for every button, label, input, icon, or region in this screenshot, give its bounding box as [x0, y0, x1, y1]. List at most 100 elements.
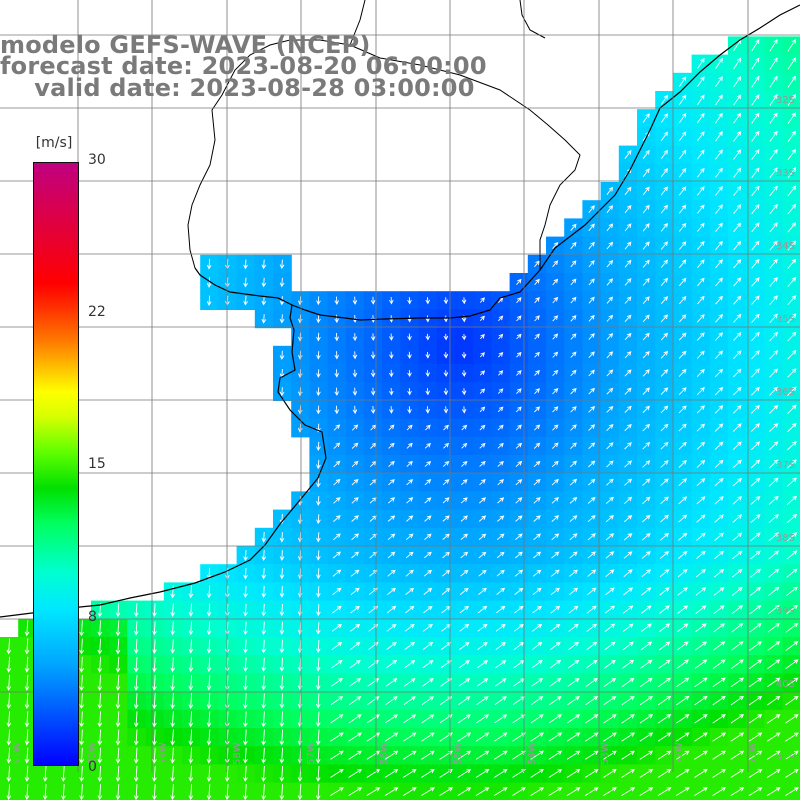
- wind-arrow: [206, 765, 212, 782]
- wind-arrow: [495, 623, 506, 632]
- wind-arrow: [133, 729, 139, 746]
- wind-arrow: [478, 533, 487, 540]
- wind-arrow: [552, 241, 559, 249]
- wind-arrow: [588, 333, 595, 340]
- wind-arrow: [714, 514, 724, 523]
- longitude-label: 51W: [748, 742, 759, 765]
- wind-arrow: [402, 768, 417, 778]
- wind-arrow: [188, 765, 194, 782]
- wind-arrow: [551, 551, 560, 559]
- wind-arrow: [787, 222, 797, 233]
- wind-arrow: [750, 441, 761, 451]
- wind-arrow: [678, 76, 687, 87]
- wind-arrow: [678, 314, 687, 323]
- wind-arrow: [533, 551, 542, 559]
- wind-arrow: [697, 57, 705, 69]
- wind-arrow: [24, 711, 30, 728]
- wind-arrow: [715, 204, 723, 214]
- wind-arrow: [677, 623, 689, 633]
- wind-arrow: [551, 569, 560, 577]
- wind-arrow: [534, 296, 540, 304]
- wind-arrow: [570, 442, 577, 450]
- wind-arrow: [585, 659, 598, 669]
- wind-arrow: [461, 442, 468, 449]
- wind-arrow: [115, 747, 121, 764]
- wind-arrow: [715, 149, 723, 160]
- wind-arrow: [768, 459, 779, 469]
- longitude-label: 58W: [232, 742, 243, 765]
- wind-arrow: [715, 332, 724, 341]
- wind-arrow: [733, 185, 742, 196]
- wind-arrow: [475, 787, 490, 796]
- wind-arrow: [24, 729, 30, 746]
- wind-arrow: [623, 533, 633, 541]
- wind-arrow: [659, 551, 670, 559]
- wind-arrow: [388, 424, 395, 431]
- wind-arrow: [206, 567, 212, 580]
- wind-arrow: [498, 352, 504, 358]
- wind-arrow: [349, 641, 361, 651]
- wind-arrow: [188, 711, 194, 728]
- wind-arrow: [712, 714, 726, 724]
- wind-arrow: [424, 533, 432, 540]
- model-title: modelo GEFS-WAVE (NCEP): [0, 31, 371, 59]
- wind-arrow: [422, 660, 434, 669]
- wind-arrow: [6, 656, 12, 673]
- wind-arrow: [694, 695, 708, 706]
- wind-arrow: [657, 714, 672, 724]
- latitude-label: 35S: [776, 314, 795, 325]
- wind-arrow: [443, 352, 449, 359]
- wind-arrow: [370, 296, 376, 305]
- wind-arrow: [605, 533, 615, 541]
- wind-arrow: [243, 277, 248, 288]
- wind-arrow: [769, 313, 778, 324]
- wind-arrow: [421, 750, 435, 760]
- wind-arrow: [748, 659, 763, 670]
- wind-arrow: [768, 495, 779, 505]
- wind-arrow: [678, 550, 688, 559]
- wind-arrow: [479, 315, 485, 322]
- wind-arrow: [588, 241, 595, 250]
- wind-arrow: [568, 623, 579, 632]
- wind-arrow: [315, 711, 321, 728]
- wind-arrow: [407, 297, 412, 305]
- wind-arrow: [660, 277, 669, 286]
- wind-arrow: [152, 729, 157, 746]
- wind-arrow: [330, 678, 343, 687]
- wind-arrow: [261, 675, 266, 691]
- wind-arrow: [206, 693, 212, 710]
- wind-arrow: [732, 532, 743, 542]
- wind-arrow: [642, 514, 651, 523]
- wind-arrow: [97, 784, 103, 800]
- wind-arrow: [421, 732, 435, 742]
- wind-arrow: [767, 695, 781, 706]
- wind-arrow: [496, 551, 505, 559]
- wind-arrow: [678, 460, 687, 468]
- wind-arrow: [769, 94, 778, 106]
- wind-arrow: [261, 295, 267, 306]
- wind-arrow: [533, 460, 541, 468]
- wind-arrow: [206, 747, 212, 764]
- wind-arrow: [605, 514, 615, 523]
- wind-arrow: [457, 768, 472, 778]
- wind-arrow: [388, 442, 395, 449]
- wind-arrow: [570, 387, 577, 395]
- wind-arrow: [678, 241, 687, 250]
- wind-arrow: [366, 787, 381, 796]
- wind-arrow: [639, 750, 654, 760]
- wind-arrow: [642, 496, 651, 505]
- longitude-label: 61W: [12, 742, 23, 765]
- country-borders: [187, 0, 581, 270]
- wind-arrow: [604, 605, 616, 614]
- wind-arrow: [768, 423, 779, 433]
- wind-arrow: [786, 513, 798, 524]
- wind-arrow: [605, 587, 615, 596]
- latitude-label: 32S: [776, 95, 795, 106]
- wind-arrow: [785, 677, 799, 688]
- wind-arrow: [6, 747, 12, 764]
- wind-arrow: [425, 351, 431, 359]
- wind-arrow: [785, 787, 799, 796]
- wind-arrow: [461, 352, 467, 359]
- wind-arrow: [370, 333, 376, 342]
- wind-arrow: [730, 714, 745, 724]
